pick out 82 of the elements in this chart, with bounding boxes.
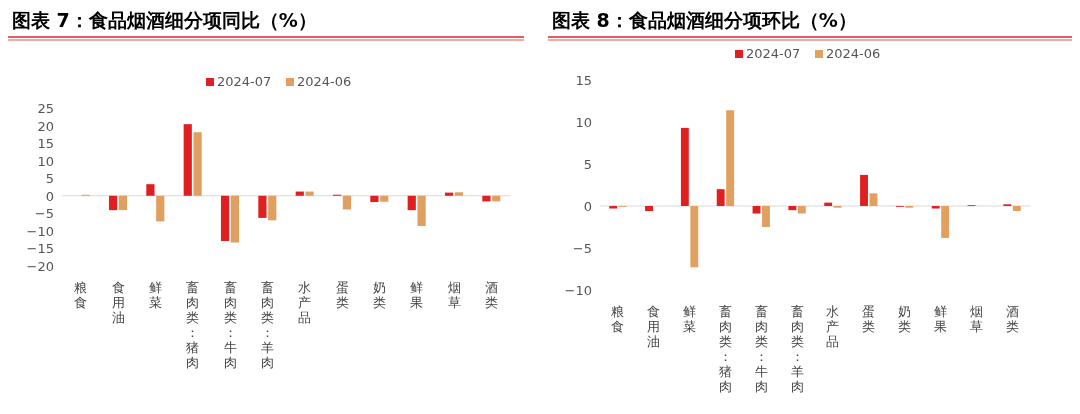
bar <box>417 195 426 226</box>
bar <box>797 206 806 214</box>
bar <box>193 132 202 196</box>
x-tick-label: 水产品 <box>826 304 840 349</box>
x-tick-label: 鲜果 <box>410 280 424 310</box>
y-tick-label: 20 <box>37 118 54 134</box>
bar <box>645 206 653 212</box>
chart-title: 图表 8：食品烟酒细分项环比（%） <box>552 9 857 31</box>
bar <box>146 184 155 196</box>
x-tick-label: 鲜果 <box>933 304 947 334</box>
x-tick-label: 烟草 <box>447 280 461 310</box>
y-tick-label: 5 <box>45 171 54 187</box>
bar <box>370 195 379 203</box>
bar <box>1012 206 1021 212</box>
x-tick-label: 酒类 <box>484 280 498 310</box>
y-tick-label: 0 <box>583 199 592 214</box>
bar <box>680 127 689 206</box>
legend-label: 2024-06 <box>297 74 352 89</box>
bar <box>824 202 833 206</box>
y-tick-label: 10 <box>37 153 54 169</box>
x-tick-label: 奶类 <box>898 304 912 334</box>
x-tick-label: 食用油 <box>647 304 661 349</box>
bar <box>407 195 416 211</box>
bar <box>454 192 464 196</box>
x-tick-label: 蛋类 <box>335 280 349 310</box>
y-tick-label: −10 <box>26 223 54 239</box>
bar <box>380 195 389 202</box>
y-tick-label: 15 <box>37 136 54 152</box>
bar <box>295 191 304 196</box>
bar <box>762 206 770 227</box>
x-tick-label: 畜肉类：猪肉 <box>186 280 200 370</box>
y-tick-label: 5 <box>583 157 592 172</box>
bar <box>941 206 950 238</box>
bar <box>156 195 165 222</box>
y-tick-label: 0 <box>45 188 54 204</box>
x-tick-label: 鲜菜 <box>148 280 162 310</box>
bar <box>444 192 454 196</box>
bar <box>788 206 797 211</box>
y-tick-label: 25 <box>37 101 54 116</box>
bar <box>726 110 735 206</box>
bar <box>860 174 868 206</box>
bar <box>716 189 725 206</box>
x-tick-label: 食用油 <box>111 280 125 325</box>
x-tick-label: 鲜菜 <box>683 304 697 334</box>
legend-label: 2024-07 <box>217 74 272 89</box>
bar <box>108 195 118 211</box>
x-tick-label: 畜肉类：猪肉 <box>718 304 732 394</box>
x-tick-label: 水产品 <box>298 280 312 325</box>
bar <box>869 193 878 206</box>
x-tick-label: 畜肉类：牛肉 <box>223 280 237 370</box>
bar <box>258 195 267 218</box>
bar <box>609 206 618 209</box>
bar <box>118 195 128 211</box>
y-tick-label: −15 <box>26 241 54 257</box>
bar <box>931 206 940 209</box>
y-tick-label: −10 <box>564 283 592 298</box>
legend-label: 2024-06 <box>826 46 881 61</box>
y-tick-label: 10 <box>575 115 592 130</box>
x-tick-label: 畜肉类：羊肉 <box>790 304 804 394</box>
x-tick-label: 奶类 <box>372 280 386 310</box>
bar <box>690 206 699 268</box>
chart-title: 图表 7：食品烟酒细分项同比（%） <box>12 9 317 31</box>
bar <box>220 195 230 242</box>
bar <box>183 124 192 196</box>
y-tick-label: 15 <box>575 73 592 88</box>
bar <box>268 195 277 221</box>
y-tick-label: −5 <box>34 206 54 222</box>
bar <box>230 195 240 243</box>
y-tick-label: −20 <box>26 259 54 274</box>
x-tick-label: 蛋类 <box>862 304 876 334</box>
bar <box>305 191 314 196</box>
x-tick-label: 畜肉类：牛肉 <box>754 304 768 394</box>
x-tick-label: 粮食 <box>74 280 88 310</box>
x-tick-label: 烟草 <box>969 304 983 334</box>
x-tick-label: 粮食 <box>611 304 625 334</box>
bar <box>752 206 761 214</box>
bar <box>482 195 491 202</box>
bar <box>342 195 352 210</box>
x-tick-label: 酒类 <box>1005 304 1019 334</box>
y-tick-label: −5 <box>572 241 592 256</box>
x-tick-label: 畜肉类：羊肉 <box>260 280 274 370</box>
legend-label: 2024-07 <box>746 46 801 61</box>
